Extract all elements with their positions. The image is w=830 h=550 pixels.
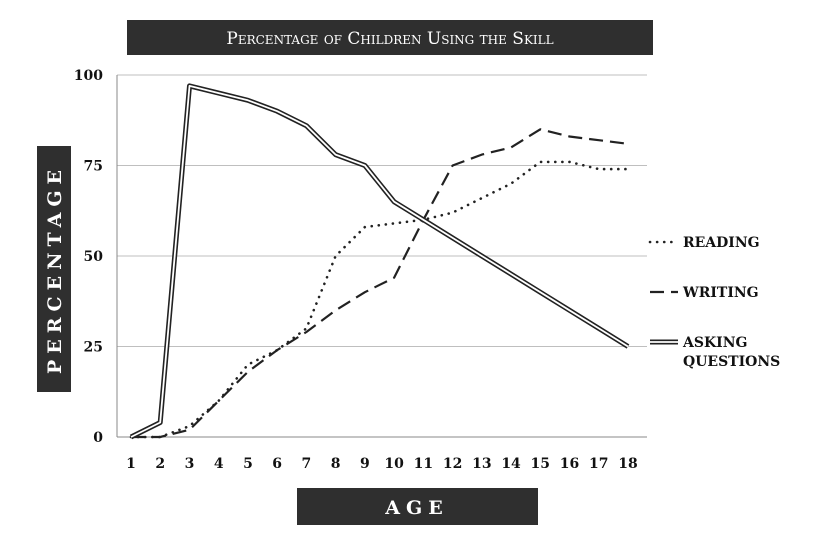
x-tick-label: 15 bbox=[531, 456, 550, 472]
x-tick-label: 2 bbox=[155, 456, 165, 472]
legend-item: READING bbox=[648, 235, 760, 251]
x-tick-label: 9 bbox=[360, 456, 370, 472]
x-tick-label: 10 bbox=[384, 456, 404, 472]
grid-layer bbox=[117, 74, 647, 438]
title-banner bbox=[127, 20, 653, 55]
y-tick-label: 100 bbox=[74, 68, 103, 84]
x-tick-label: 17 bbox=[589, 456, 608, 472]
y-axis-title: Percentage bbox=[44, 164, 66, 374]
legend-label: WRITING bbox=[682, 285, 759, 301]
series-line-asking-questions bbox=[129, 83, 630, 440]
series-layer bbox=[129, 83, 630, 440]
x-tick-label: 4 bbox=[214, 456, 224, 472]
x-tick-label: 3 bbox=[185, 456, 195, 472]
series-line-asking-questions-inner bbox=[130, 85, 629, 438]
x-tick-label: 6 bbox=[272, 456, 282, 472]
chart-title: Percentage of Children Using the Skill bbox=[226, 29, 553, 49]
y-tick-label: 0 bbox=[93, 430, 103, 446]
series-line-writing bbox=[131, 128, 629, 439]
x-tick-label: 7 bbox=[302, 456, 312, 472]
x-tick-label: 8 bbox=[331, 456, 341, 472]
y-tick-label: 50 bbox=[84, 249, 104, 265]
legend-label: READING bbox=[683, 235, 760, 251]
x-tick-label: 16 bbox=[560, 456, 579, 472]
legend-item: WRITING bbox=[650, 285, 759, 301]
legend-item: ASKING QUESTIONS bbox=[650, 335, 780, 370]
x-axis-title-banner bbox=[297, 488, 538, 525]
y-tick-label: 75 bbox=[84, 159, 103, 175]
y-tick-label: 25 bbox=[84, 340, 103, 356]
x-tick-label: 18 bbox=[618, 456, 637, 472]
x-tick-label: 1 bbox=[126, 456, 136, 472]
legend-label: ASKING QUESTIONS bbox=[682, 335, 780, 370]
x-tick-label: 5 bbox=[243, 456, 253, 472]
x-tick-label: 12 bbox=[443, 456, 462, 472]
x-tick-label: 13 bbox=[472, 456, 491, 472]
x-axis-title: Age bbox=[384, 497, 448, 519]
x-tick-label: 11 bbox=[414, 456, 433, 472]
y-axis-title-banner bbox=[37, 146, 71, 392]
legend: READING WRITING ASKING QUESTIONS bbox=[648, 235, 780, 370]
x-tick-label: 14 bbox=[501, 456, 521, 472]
